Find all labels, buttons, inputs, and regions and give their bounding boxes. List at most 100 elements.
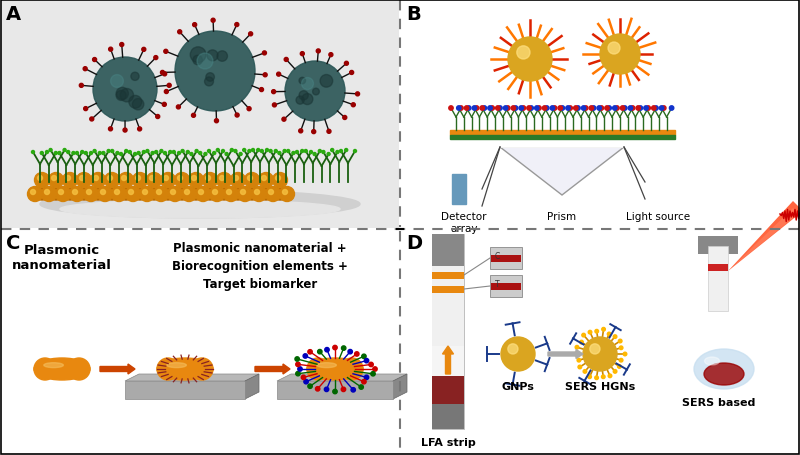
- Circle shape: [286, 150, 290, 153]
- Circle shape: [107, 176, 113, 181]
- Circle shape: [167, 187, 182, 202]
- Bar: [450, 136, 675, 140]
- Circle shape: [203, 187, 217, 201]
- Text: D: D: [406, 233, 422, 253]
- Text: SERS HGNs: SERS HGNs: [565, 381, 635, 391]
- Circle shape: [38, 176, 42, 181]
- Ellipse shape: [60, 201, 340, 218]
- Circle shape: [66, 176, 70, 181]
- Circle shape: [213, 190, 218, 195]
- Circle shape: [345, 62, 349, 66]
- Ellipse shape: [299, 78, 306, 85]
- Circle shape: [333, 346, 338, 350]
- Circle shape: [175, 32, 255, 112]
- Circle shape: [63, 187, 77, 201]
- Circle shape: [315, 387, 320, 391]
- Circle shape: [619, 359, 623, 362]
- Circle shape: [607, 106, 611, 111]
- Circle shape: [79, 176, 85, 181]
- Circle shape: [482, 106, 486, 111]
- Circle shape: [560, 106, 565, 111]
- Circle shape: [614, 106, 619, 111]
- Ellipse shape: [40, 191, 360, 218]
- Circle shape: [310, 151, 313, 154]
- Circle shape: [111, 187, 126, 202]
- Circle shape: [63, 149, 66, 152]
- Circle shape: [322, 151, 325, 154]
- Text: Plasmonic
nanomaterial: Plasmonic nanomaterial: [12, 243, 112, 271]
- Circle shape: [133, 187, 147, 201]
- Circle shape: [134, 153, 137, 156]
- Ellipse shape: [705, 357, 719, 365]
- Circle shape: [583, 106, 588, 111]
- Circle shape: [300, 52, 304, 56]
- Circle shape: [235, 114, 239, 118]
- Circle shape: [68, 358, 90, 380]
- Circle shape: [534, 106, 539, 111]
- Bar: [491, 255, 521, 263]
- Circle shape: [185, 190, 190, 195]
- Circle shape: [613, 106, 617, 111]
- Bar: [432, 286, 464, 293]
- Circle shape: [355, 93, 359, 96]
- Circle shape: [254, 190, 259, 195]
- Circle shape: [154, 187, 169, 202]
- Circle shape: [128, 151, 131, 154]
- Circle shape: [223, 187, 238, 202]
- Circle shape: [105, 187, 119, 201]
- Circle shape: [348, 350, 352, 354]
- Circle shape: [248, 150, 251, 153]
- Circle shape: [511, 106, 516, 111]
- Circle shape: [234, 150, 237, 153]
- Circle shape: [273, 173, 287, 188]
- Circle shape: [605, 106, 610, 111]
- Circle shape: [318, 150, 322, 153]
- Circle shape: [79, 84, 83, 88]
- Circle shape: [608, 374, 612, 378]
- Ellipse shape: [166, 363, 186, 368]
- Circle shape: [142, 151, 146, 154]
- Ellipse shape: [157, 358, 213, 380]
- Circle shape: [266, 149, 269, 152]
- Circle shape: [94, 176, 98, 181]
- Circle shape: [508, 38, 552, 82]
- Circle shape: [77, 173, 91, 188]
- Ellipse shape: [313, 89, 319, 96]
- Circle shape: [178, 31, 182, 35]
- Bar: [432, 234, 464, 267]
- Circle shape: [49, 173, 63, 188]
- Circle shape: [644, 106, 648, 111]
- Circle shape: [602, 328, 606, 331]
- Ellipse shape: [34, 358, 90, 380]
- Bar: [491, 283, 521, 290]
- Circle shape: [575, 346, 578, 349]
- Bar: [432, 346, 464, 376]
- Circle shape: [169, 151, 172, 154]
- Circle shape: [137, 152, 140, 155]
- Circle shape: [594, 376, 598, 380]
- FancyArrow shape: [548, 350, 583, 359]
- Circle shape: [574, 353, 578, 356]
- Bar: [450, 131, 675, 136]
- Circle shape: [506, 106, 510, 111]
- Circle shape: [160, 150, 163, 153]
- Bar: [2, 2, 399, 228]
- Circle shape: [150, 176, 154, 181]
- Polygon shape: [277, 381, 393, 399]
- Bar: [432, 234, 464, 429]
- Circle shape: [459, 106, 463, 111]
- Circle shape: [263, 74, 267, 78]
- Circle shape: [269, 190, 274, 195]
- Circle shape: [279, 187, 294, 202]
- Circle shape: [191, 358, 213, 380]
- Circle shape: [607, 333, 611, 336]
- Circle shape: [119, 187, 133, 201]
- Ellipse shape: [302, 94, 313, 106]
- Circle shape: [34, 173, 50, 188]
- Ellipse shape: [120, 89, 134, 103]
- Circle shape: [142, 190, 147, 195]
- Circle shape: [142, 48, 146, 52]
- Circle shape: [336, 151, 339, 154]
- Polygon shape: [245, 374, 259, 399]
- Circle shape: [304, 150, 307, 153]
